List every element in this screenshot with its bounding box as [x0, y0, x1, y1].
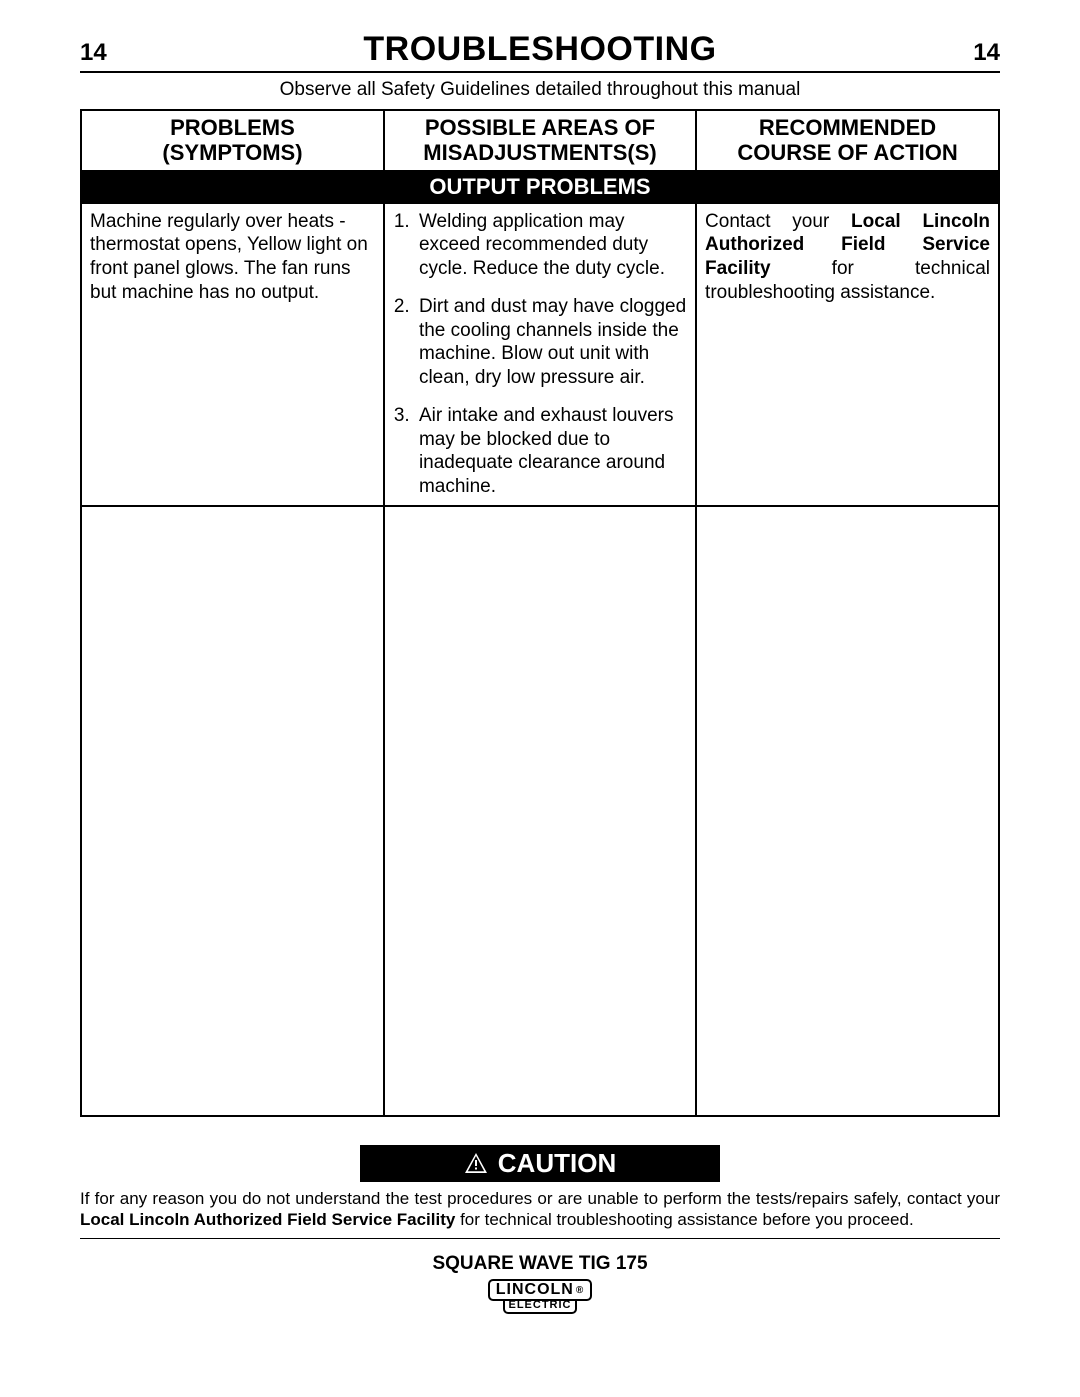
- empty-cell: [696, 506, 999, 1116]
- model-name: SQUARE WAVE TIG 175: [80, 1253, 1000, 1275]
- page-title: TROUBLESHOOTING: [363, 30, 716, 69]
- section-bar-row: OUTPUT PROBLEMS: [81, 171, 999, 203]
- table-row: Machine regularly over heats - thermosta…: [81, 203, 999, 506]
- action-cell: Contact your Local Lincoln Authorized Fi…: [696, 203, 999, 506]
- adjustments-cell: Welding application may exceed recommend…: [384, 203, 696, 506]
- col-header-action: RECOMMENDED COURSE OF ACTION: [696, 110, 999, 171]
- warning-triangle-icon: [464, 1152, 488, 1174]
- page-header: 14 TROUBLESHOOTING 14: [80, 30, 1000, 73]
- col-header-misadjustments: POSSIBLE AREAS OF MISADJUSTMENTS(S): [384, 110, 696, 171]
- adjustment-item: Air intake and exhaust louvers may be bl…: [415, 404, 687, 499]
- manual-page: 14 TROUBLESHOOTING 14 Observe all Safety…: [0, 0, 1080, 1339]
- troubleshooting-table: PROBLEMS (SYMPTOMS) POSSIBLE AREAS OF MI…: [80, 109, 1000, 1117]
- empty-cell: [384, 506, 696, 1116]
- caution-label: CAUTION: [498, 1148, 616, 1179]
- adjustment-item: Welding application may exceed recommend…: [415, 210, 687, 281]
- section-bar-label: OUTPUT PROBLEMS: [81, 171, 999, 203]
- caution-text: If for any reason you do not understand …: [80, 1188, 1000, 1240]
- symptom-cell: Machine regularly over heats - thermosta…: [81, 203, 384, 506]
- table-header-row: PROBLEMS (SYMPTOMS) POSSIBLE AREAS OF MI…: [81, 110, 999, 171]
- empty-cell: [81, 506, 384, 1116]
- lincoln-electric-logo: LINCOLN® ELECTRIC: [488, 1279, 592, 1314]
- table-row-empty: [81, 506, 999, 1116]
- adjustment-item: Dirt and dust may have clogged the cooli…: [415, 295, 687, 390]
- col-header-problems: PROBLEMS (SYMPTOMS): [81, 110, 384, 171]
- caution-bar: CAUTION: [360, 1145, 720, 1182]
- page-number-left: 14: [80, 39, 107, 67]
- page-footer: SQUARE WAVE TIG 175 LINCOLN® ELECTRIC: [80, 1253, 1000, 1314]
- page-number-right: 14: [973, 39, 1000, 67]
- safety-guideline-note: Observe all Safety Guidelines detailed t…: [80, 79, 1000, 101]
